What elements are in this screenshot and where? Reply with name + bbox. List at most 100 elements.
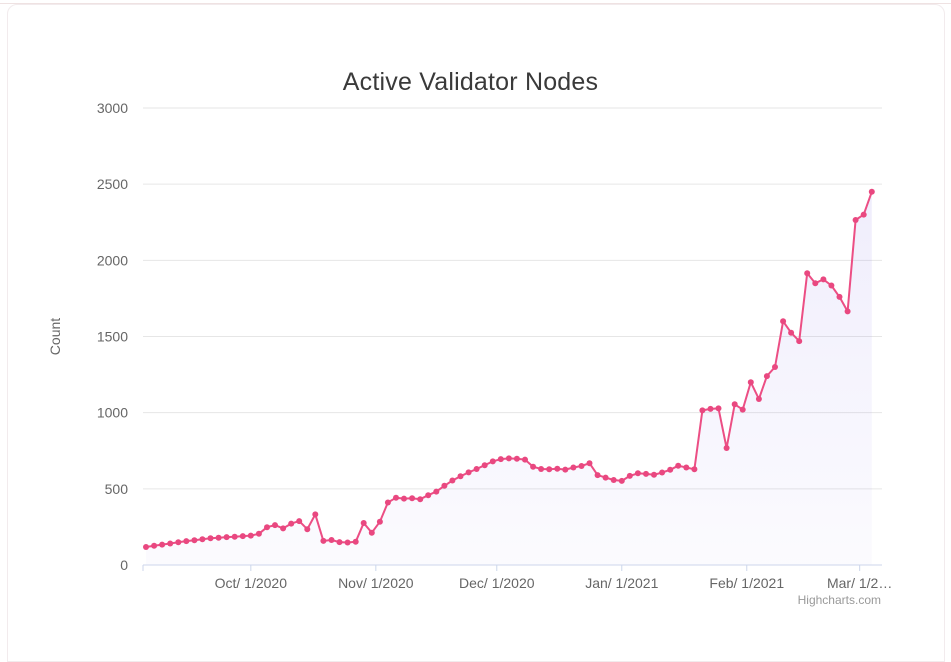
data-point-marker[interactable]: [522, 456, 528, 463]
data-point-marker[interactable]: [626, 472, 633, 479]
data-point-marker[interactable]: [288, 520, 295, 527]
data-point-marker[interactable]: [546, 466, 553, 473]
data-point-marker[interactable]: [304, 526, 311, 533]
data-point-marker[interactable]: [554, 465, 561, 472]
y-axis-label: 1500: [97, 329, 128, 345]
data-point-marker[interactable]: [852, 217, 859, 223]
data-point-marker[interactable]: [151, 542, 158, 549]
data-point-marker[interactable]: [312, 511, 319, 518]
data-point-marker[interactable]: [433, 488, 440, 495]
data-point-marker[interactable]: [255, 530, 262, 537]
y-axis-label: 500: [105, 481, 129, 497]
data-point-marker[interactable]: [425, 492, 432, 499]
data-point-marker[interactable]: [860, 211, 867, 218]
data-point-marker[interactable]: [489, 458, 496, 465]
data-point-marker[interactable]: [441, 482, 448, 489]
data-point-marker[interactable]: [755, 396, 762, 402]
data-point-marker[interactable]: [707, 405, 714, 412]
data-point-marker[interactable]: [159, 541, 166, 548]
data-point-marker[interactable]: [175, 539, 182, 546]
data-point-marker[interactable]: [747, 379, 754, 386]
data-point-marker[interactable]: [320, 537, 327, 544]
data-point-marker[interactable]: [481, 462, 488, 469]
data-point-marker[interactable]: [376, 518, 383, 525]
data-point-marker[interactable]: [812, 280, 819, 287]
data-point-marker[interactable]: [731, 401, 738, 408]
data-point-marker[interactable]: [643, 470, 649, 477]
data-point-marker[interactable]: [699, 407, 706, 414]
y-axis-label: 3000: [97, 100, 128, 116]
data-point-marker[interactable]: [796, 338, 803, 345]
data-point-marker[interactable]: [828, 282, 835, 289]
data-point-marker[interactable]: [191, 537, 198, 544]
data-point-marker[interactable]: [505, 455, 512, 462]
window-top-divider: [0, 3, 951, 4]
data-point-marker[interactable]: [231, 533, 238, 540]
data-point-marker[interactable]: [336, 539, 343, 546]
data-point-marker[interactable]: [651, 471, 657, 478]
data-point-marker[interactable]: [239, 533, 246, 540]
data-point-marker[interactable]: [715, 405, 722, 412]
data-point-marker[interactable]: [780, 318, 787, 325]
data-point-marker[interactable]: [344, 539, 351, 546]
data-point-marker[interactable]: [352, 538, 359, 545]
data-point-marker[interactable]: [844, 308, 851, 315]
data-point-marker[interactable]: [739, 406, 746, 413]
data-point-marker[interactable]: [788, 329, 795, 336]
data-point-marker[interactable]: [570, 464, 577, 471]
data-point-marker[interactable]: [675, 462, 682, 469]
data-point-marker[interactable]: [384, 499, 391, 506]
data-point-marker[interactable]: [772, 364, 778, 370]
data-point-marker[interactable]: [264, 524, 270, 531]
data-point-marker[interactable]: [691, 466, 698, 473]
data-point-marker[interactable]: [360, 520, 367, 526]
data-point-marker[interactable]: [417, 496, 424, 503]
data-point-marker[interactable]: [659, 469, 666, 476]
data-point-marker[interactable]: [215, 534, 222, 541]
data-point-marker[interactable]: [183, 538, 190, 545]
data-point-marker[interactable]: [199, 536, 206, 543]
data-point-marker[interactable]: [296, 518, 303, 525]
data-point-marker[interactable]: [538, 466, 545, 472]
data-point-marker[interactable]: [820, 276, 827, 283]
data-point-marker[interactable]: [457, 473, 464, 480]
data-point-marker[interactable]: [401, 495, 407, 502]
data-point-marker[interactable]: [868, 188, 875, 195]
data-point-marker[interactable]: [836, 293, 843, 300]
data-point-marker[interactable]: [634, 470, 641, 477]
highcharts-credit-link[interactable]: Highcharts.com: [797, 593, 881, 607]
data-point-marker[interactable]: [763, 373, 770, 380]
data-point-marker[interactable]: [530, 463, 537, 470]
x-axis-label: Dec/ 1/2020: [459, 575, 535, 591]
data-point-marker[interactable]: [618, 477, 625, 484]
data-point-marker[interactable]: [667, 466, 674, 473]
data-point-marker[interactable]: [465, 469, 472, 476]
data-point-marker[interactable]: [223, 534, 230, 541]
y-axis-label: 0: [120, 557, 128, 573]
data-point-marker[interactable]: [683, 464, 690, 471]
data-point-marker[interactable]: [513, 455, 520, 462]
data-point-marker[interactable]: [280, 525, 287, 532]
data-point-marker[interactable]: [602, 474, 609, 481]
data-point-marker[interactable]: [594, 472, 601, 479]
data-point-marker[interactable]: [473, 466, 480, 472]
data-point-marker[interactable]: [409, 495, 416, 502]
data-point-marker[interactable]: [167, 540, 174, 547]
data-point-marker[interactable]: [497, 456, 504, 463]
data-point-marker[interactable]: [393, 494, 399, 501]
data-point-marker[interactable]: [247, 532, 254, 539]
data-point-marker[interactable]: [368, 529, 375, 536]
data-point-marker[interactable]: [449, 477, 456, 484]
data-point-marker[interactable]: [272, 522, 278, 529]
data-point-marker[interactable]: [804, 270, 811, 277]
data-point-marker[interactable]: [328, 537, 335, 543]
series-area: [146, 191, 872, 566]
data-point-marker[interactable]: [207, 535, 214, 542]
data-point-marker[interactable]: [578, 463, 585, 469]
data-point-marker[interactable]: [610, 477, 617, 483]
data-point-marker[interactable]: [586, 460, 593, 467]
data-point-marker[interactable]: [143, 544, 149, 550]
data-point-marker[interactable]: [723, 445, 730, 451]
data-point-marker[interactable]: [562, 466, 569, 473]
